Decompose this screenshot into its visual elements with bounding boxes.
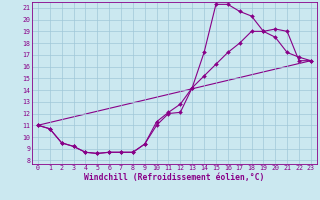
X-axis label: Windchill (Refroidissement éolien,°C): Windchill (Refroidissement éolien,°C) [84,173,265,182]
